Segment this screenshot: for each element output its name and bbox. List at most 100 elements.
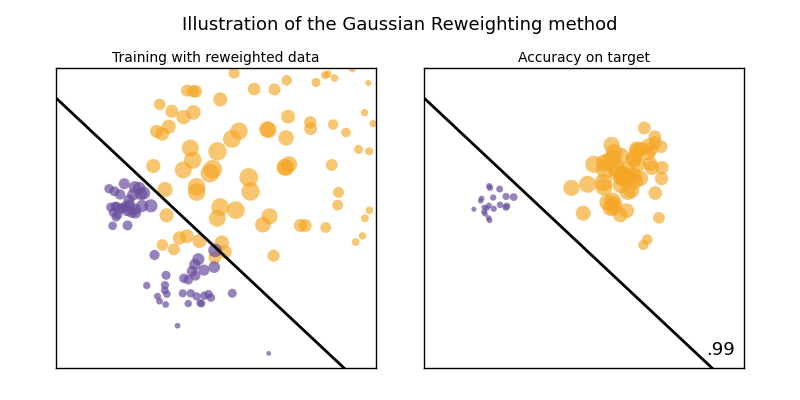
Point (605, 142, 618, 148)
Point (114, 191, 126, 198)
Point (500, 203, 513, 209)
Point (500, 193, 513, 200)
Point (102, 186, 115, 192)
Point (177, 114, 190, 120)
Point (208, 264, 221, 270)
Point (332, 189, 345, 196)
Point (108, 188, 121, 194)
Point (194, 300, 206, 306)
Point (242, 174, 255, 181)
Point (608, 149, 621, 156)
Point (158, 186, 171, 193)
Point (150, 128, 163, 135)
Point (176, 290, 189, 296)
Point (215, 240, 228, 246)
Point (134, 191, 147, 197)
Point (147, 163, 160, 169)
Point (356, 233, 369, 239)
Point (587, 161, 600, 168)
Point (267, 252, 280, 259)
Point (261, 126, 274, 132)
Point (193, 238, 206, 244)
Point (655, 164, 668, 171)
Point (352, 146, 365, 152)
Point (617, 172, 630, 178)
Point (138, 190, 150, 196)
Point (203, 170, 216, 176)
Point (158, 282, 171, 288)
Point (186, 157, 199, 163)
Point (628, 173, 641, 179)
Point (140, 282, 153, 289)
Point (601, 199, 614, 206)
Point (474, 198, 487, 204)
Point (641, 236, 654, 243)
Point (156, 131, 169, 137)
Point (129, 184, 142, 190)
Point (192, 256, 205, 262)
Point (608, 201, 621, 208)
Point (610, 169, 623, 176)
Point (631, 161, 644, 167)
Point (278, 164, 291, 170)
Point (328, 75, 341, 81)
Point (638, 125, 650, 131)
Point (294, 222, 307, 229)
Point (645, 146, 658, 153)
Point (598, 167, 611, 173)
Point (268, 86, 281, 93)
Point (481, 205, 494, 212)
Point (478, 209, 490, 215)
Point (211, 215, 224, 222)
Point (598, 184, 610, 190)
Point (478, 204, 490, 210)
Point (362, 80, 374, 86)
Point (499, 204, 512, 210)
Point (109, 203, 122, 210)
Point (331, 202, 344, 208)
Point (111, 211, 124, 218)
Point (262, 350, 275, 356)
Point (160, 272, 173, 278)
Point (154, 101, 166, 108)
Point (346, 66, 359, 72)
Point (648, 134, 661, 140)
Point (114, 206, 127, 212)
Point (366, 120, 379, 127)
Point (195, 300, 208, 307)
Point (482, 202, 495, 209)
Point (362, 148, 375, 154)
Point (189, 262, 202, 268)
Point (126, 209, 138, 216)
Point (326, 162, 338, 168)
Point (625, 187, 638, 194)
Title: Training with reweighted data: Training with reweighted data (112, 52, 320, 66)
Point (171, 322, 184, 329)
Point (262, 127, 275, 133)
Point (597, 179, 610, 186)
Point (630, 146, 643, 152)
Title: Accuracy on target: Accuracy on target (518, 52, 650, 66)
Point (121, 222, 134, 228)
Point (326, 121, 339, 128)
Point (483, 185, 496, 191)
Point (121, 208, 134, 214)
Point (166, 108, 178, 114)
Point (304, 119, 317, 126)
Point (282, 161, 295, 168)
Point (646, 165, 658, 171)
Point (205, 294, 218, 301)
Point (635, 146, 648, 152)
Point (630, 148, 643, 154)
Point (187, 109, 200, 116)
Point (178, 275, 190, 282)
Point (189, 272, 202, 279)
Point (358, 110, 371, 116)
Point (177, 167, 190, 173)
Point (649, 190, 662, 196)
Point (340, 129, 353, 136)
Point (627, 156, 640, 163)
Point (211, 148, 224, 154)
Point (233, 128, 246, 134)
Point (350, 239, 362, 245)
